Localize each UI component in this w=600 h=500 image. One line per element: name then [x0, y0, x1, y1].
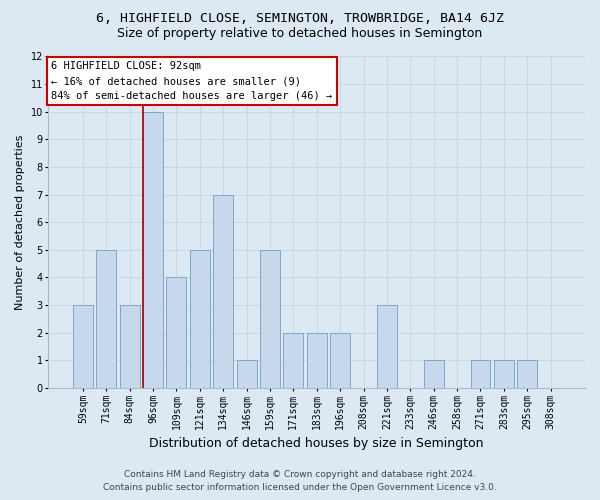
Text: Size of property relative to detached houses in Semington: Size of property relative to detached ho…	[118, 28, 482, 40]
Bar	[517, 360, 537, 388]
Bar	[494, 360, 514, 388]
Y-axis label: Number of detached properties: Number of detached properties	[15, 134, 25, 310]
Bar	[236, 360, 257, 388]
Bar	[377, 305, 397, 388]
Bar	[166, 278, 187, 388]
Bar	[283, 332, 303, 388]
Bar	[96, 250, 116, 388]
Bar	[119, 305, 140, 388]
Bar	[73, 305, 93, 388]
Bar	[213, 194, 233, 388]
Bar	[143, 112, 163, 388]
Bar	[330, 332, 350, 388]
Bar	[424, 360, 443, 388]
X-axis label: Distribution of detached houses by size in Semington: Distribution of detached houses by size …	[149, 437, 484, 450]
Bar	[307, 332, 326, 388]
Text: Contains HM Land Registry data © Crown copyright and database right 2024.
Contai: Contains HM Land Registry data © Crown c…	[103, 470, 497, 492]
Bar	[190, 250, 210, 388]
Bar	[470, 360, 490, 388]
Bar	[260, 250, 280, 388]
Text: 6 HIGHFIELD CLOSE: 92sqm
← 16% of detached houses are smaller (9)
84% of semi-de: 6 HIGHFIELD CLOSE: 92sqm ← 16% of detach…	[51, 62, 332, 101]
Text: 6, HIGHFIELD CLOSE, SEMINGTON, TROWBRIDGE, BA14 6JZ: 6, HIGHFIELD CLOSE, SEMINGTON, TROWBRIDG…	[96, 12, 504, 26]
